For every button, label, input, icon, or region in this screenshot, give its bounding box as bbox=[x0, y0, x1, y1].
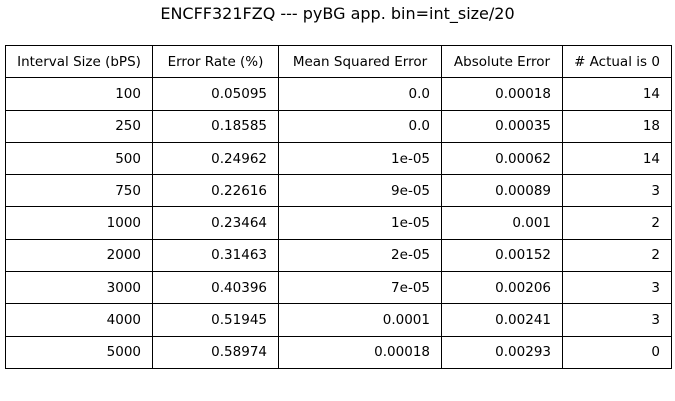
table-cell: 1000 bbox=[5, 206, 153, 240]
table-cell: 0.51945 bbox=[152, 303, 279, 337]
table-cell: 0.31463 bbox=[152, 238, 279, 273]
table-cell: 0.00018 bbox=[278, 335, 442, 369]
table-cell: 5000 bbox=[5, 335, 153, 369]
table-cell: 3 bbox=[562, 174, 672, 208]
table-cell: 7e-05 bbox=[278, 271, 442, 305]
table-cell: 500 bbox=[5, 141, 153, 176]
table-cell: 0 bbox=[562, 335, 672, 369]
column-header: Error Rate (%) bbox=[152, 44, 279, 79]
table-cell: 0.40396 bbox=[152, 271, 279, 305]
table-cell: 0.00241 bbox=[441, 303, 563, 337]
table-row: 5000 0.58974 0.00018 0.00293 0 bbox=[5, 335, 672, 369]
table-cell: 0.0 bbox=[278, 77, 442, 111]
table-row: 250 0.18585 0.0 0.00035 18 bbox=[5, 109, 672, 143]
table-cell: 750 bbox=[5, 174, 153, 208]
table-body: 100 0.05095 0.0 0.00018 14 250 0.18585 0.0 0.000… bbox=[5, 77, 672, 369]
table-cell: 0.00062 bbox=[441, 141, 563, 176]
table-row: 2000 0.31463 2e-05 0.00152 2 bbox=[5, 238, 672, 273]
table-cell: 0.00152 bbox=[441, 238, 563, 273]
table-row: 100 0.05095 0.0 0.00018 14 bbox=[5, 77, 672, 111]
table-row: 500 0.24962 1e-05 0.00062 14 bbox=[5, 141, 672, 176]
table-cell: 0.001 bbox=[441, 206, 563, 240]
table-cell: 0.00035 bbox=[441, 109, 563, 143]
table-row: 4000 0.51945 0.0001 0.00241 3 bbox=[5, 303, 672, 337]
column-header: Mean Squared Error bbox=[278, 44, 442, 79]
table-cell: 0.00206 bbox=[441, 271, 563, 305]
table-cell: 2 bbox=[562, 238, 672, 273]
table-cell: 18 bbox=[562, 109, 672, 143]
table-cell: 250 bbox=[5, 109, 153, 143]
table-cell: 0.22616 bbox=[152, 174, 279, 208]
table-cell: 14 bbox=[562, 141, 672, 176]
table-cell: 0.58974 bbox=[152, 335, 279, 369]
table-cell: 0.00089 bbox=[441, 174, 563, 208]
table-cell: 4000 bbox=[5, 303, 153, 337]
table-cell: 2000 bbox=[5, 238, 153, 273]
header-row: Interval Size (bPS) Error Rate (%) Mean Sq… bbox=[5, 44, 672, 79]
table-cell: 0.23464 bbox=[152, 206, 279, 240]
table-cell: 14 bbox=[562, 77, 672, 111]
table-cell: 0.0 bbox=[278, 109, 442, 143]
results-table: Interval Size (bPS) Error Rate (%) Mean Sq… bbox=[5, 44, 672, 369]
table-cell: 2 bbox=[562, 206, 672, 240]
table-title: ENCFF321FZQ --- pyBG app. bin=int_size/2… bbox=[160, 4, 515, 23]
table-cell: 1e-05 bbox=[278, 206, 442, 240]
column-header: Absolute Error bbox=[441, 44, 563, 79]
table-cell: 3 bbox=[562, 271, 672, 305]
table-cell: 0.18585 bbox=[152, 109, 279, 143]
table-cell: 100 bbox=[5, 77, 153, 111]
table-row: 750 0.22616 9e-05 0.00089 3 bbox=[5, 174, 672, 208]
table-cell: 3000 bbox=[5, 271, 153, 305]
table-cell: 3 bbox=[562, 303, 672, 337]
table-cell: 0.24962 bbox=[152, 141, 279, 176]
table-cell: 9e-05 bbox=[278, 174, 442, 208]
table-cell: 0.0001 bbox=[278, 303, 442, 337]
table-cell: 0.00018 bbox=[441, 77, 563, 111]
table-row: 3000 0.40396 7e-05 0.00206 3 bbox=[5, 271, 672, 305]
table-cell: 2e-05 bbox=[278, 238, 442, 273]
table-row: 1000 0.23464 1e-05 0.001 2 bbox=[5, 206, 672, 240]
column-header: Interval Size (bPS) bbox=[5, 44, 153, 79]
table-cell: 0.05095 bbox=[152, 77, 279, 111]
table-cell: 0.00293 bbox=[441, 335, 563, 369]
column-header: # Actual is 0 bbox=[562, 44, 672, 79]
table-cell: 1e-05 bbox=[278, 141, 442, 176]
